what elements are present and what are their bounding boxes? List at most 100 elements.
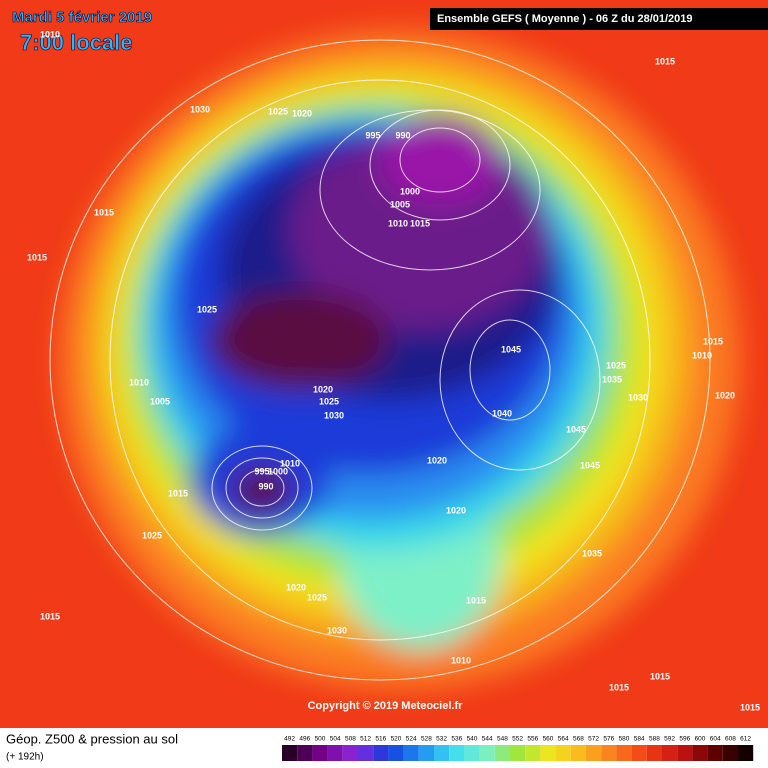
colorbar-label: 572	[588, 736, 599, 743]
isobar-label: 1035	[582, 548, 602, 558]
colorbar-swatch	[464, 745, 480, 761]
isobar-label: 1040	[492, 408, 512, 418]
isobar-label: 990	[395, 130, 410, 140]
isobar-label: 995	[254, 466, 269, 476]
isobar-label: 1010	[388, 218, 408, 228]
colorbar-swatch	[388, 745, 404, 761]
colorbar-label: 548	[497, 736, 508, 743]
isobar-label: 1010	[451, 655, 471, 665]
colorbar-label: 520	[391, 736, 402, 743]
isobar-label: 1005	[390, 199, 410, 209]
colorbar-swatch	[358, 745, 374, 761]
forecast-time: 7:00 locale	[20, 30, 133, 55]
isobar-label: 1030	[190, 104, 210, 114]
colorbar-label: 612	[740, 736, 751, 743]
colorbar-swatch	[601, 745, 617, 761]
isobar-label: 1020	[715, 390, 735, 400]
colorbar-swatch	[555, 745, 571, 761]
colorbar-label: 504	[330, 736, 341, 743]
isobar-label: 1045	[501, 344, 521, 354]
colorbar-label: 564	[558, 736, 569, 743]
colorbar-swatch	[297, 745, 313, 761]
isobar-label: 1015	[168, 488, 188, 498]
colorbar-swatch	[586, 745, 602, 761]
isobar-label: 1045	[580, 460, 600, 470]
colorbar-label: 600	[695, 736, 706, 743]
colorbar-swatch	[479, 745, 495, 761]
colorbar-swatch	[692, 745, 708, 761]
colorbar-swatch	[403, 745, 419, 761]
isobar-label: 1025	[319, 396, 339, 406]
isobar-label: 1015	[94, 207, 114, 217]
colorbar-swatch	[327, 745, 343, 761]
isobar-label: 1030	[324, 410, 344, 420]
isobar-label: 1005	[150, 396, 170, 406]
colorbar-swatch	[418, 745, 434, 761]
colorbar-label: 580	[619, 736, 630, 743]
isobar-label: 1015	[466, 595, 486, 605]
isobar-label: 1015	[27, 252, 47, 262]
colorbar-label: 536	[451, 736, 462, 743]
isobar-label: 1020	[427, 455, 447, 465]
colorbar-swatch	[707, 745, 723, 761]
isobar-label: 1025	[142, 530, 162, 540]
colorbar-swatch	[677, 745, 693, 761]
colorbar-swatch	[570, 745, 586, 761]
colorbar-swatch	[722, 745, 738, 761]
colorbar-label: 500	[315, 736, 326, 743]
colorbar-label: 552	[512, 736, 523, 743]
colorbar-swatch	[525, 745, 541, 761]
run-info: Ensemble GEFS ( Moyenne ) - 06 Z du 28/0…	[437, 13, 693, 25]
isobar-label: 1045	[566, 424, 586, 434]
colorbar-swatch	[373, 745, 389, 761]
isobar-label: 1025	[606, 360, 626, 370]
colorbar-label: 560	[543, 736, 554, 743]
colorbar-label: 492	[284, 736, 295, 743]
isobar-label: 1020	[286, 582, 306, 592]
colorbar-label: 596	[679, 736, 690, 743]
geopotential-field	[60, 30, 740, 690]
colorbar-label: 516	[375, 736, 386, 743]
colorbar-swatch	[616, 745, 632, 761]
colorbar: 492 496 500 504 508 512 516 520 524 528 532 536 540 5…	[282, 736, 754, 761]
colorbar-label: 508	[345, 736, 356, 743]
isobar-label: 990	[258, 481, 273, 491]
colorbar-label: 576	[603, 736, 614, 743]
isobar-label: 1015	[703, 336, 723, 346]
colorbar-swatch	[312, 745, 328, 761]
colorbar-label: 592	[664, 736, 675, 743]
isobar-label: 1030	[628, 392, 648, 402]
forecast-date: Mardi 5 février 2019	[12, 9, 152, 26]
colorbar-label: 528	[421, 736, 432, 743]
isobar-label: 1035	[602, 374, 622, 384]
lead-time: (+ 192h)	[6, 752, 44, 763]
colorbar-swatch	[434, 745, 450, 761]
colorbar-label: 512	[360, 736, 371, 743]
colorbar-label: 496	[299, 736, 310, 743]
colorbar-swatch	[510, 745, 526, 761]
isobars	[49, 39, 711, 681]
colorbar-label: 524	[406, 736, 417, 743]
isobar-label: 1015	[655, 56, 675, 66]
colorbar-label: 556	[527, 736, 538, 743]
isobar-label: 1020	[446, 505, 466, 515]
colorbar-swatch	[342, 745, 358, 761]
colorbar-swatch	[449, 745, 465, 761]
colorbar-swatch	[494, 745, 510, 761]
copyright: Copyright © 2019 Meteociel.fr	[308, 700, 464, 712]
isobar-label: 1015	[740, 702, 760, 712]
isobar-label: 1015	[609, 682, 629, 692]
run-banner	[430, 8, 768, 30]
isobar-label: 1015	[410, 218, 430, 228]
colorbar-swatch	[631, 745, 647, 761]
colorbar-swatch	[738, 745, 754, 761]
isobar-label: 995	[365, 130, 380, 140]
colorbar-swatch	[282, 745, 298, 761]
colorbar-swatch	[646, 745, 662, 761]
isobar-label: 1010	[280, 458, 300, 468]
product-title: Géop. Z500 & pression au sol	[6, 731, 178, 746]
colorbar-label: 532	[436, 736, 447, 743]
isobar-label: 1015	[650, 671, 670, 681]
